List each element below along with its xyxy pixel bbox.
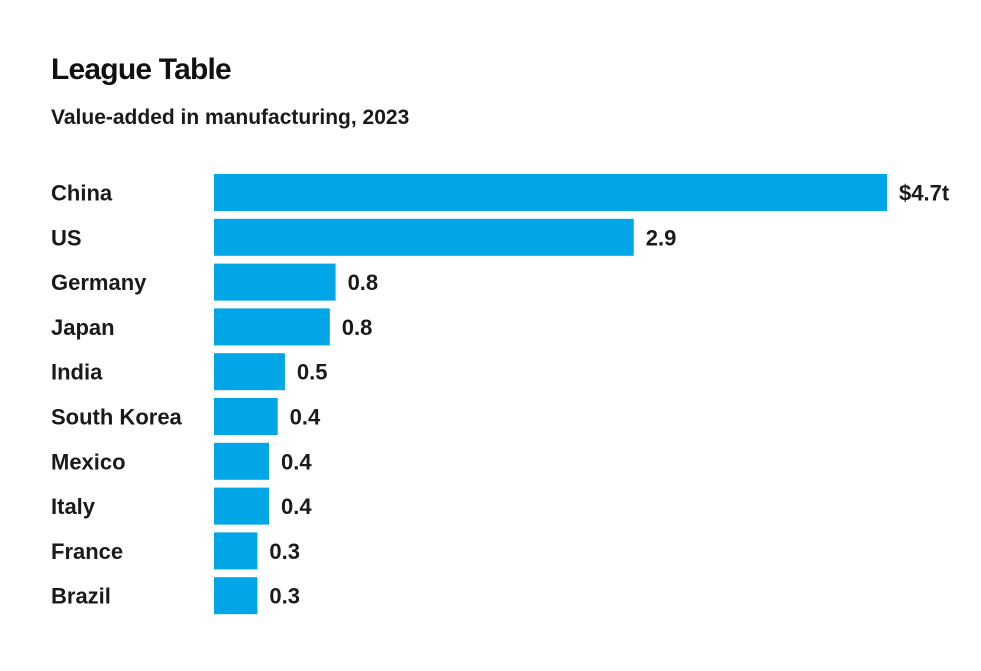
value-label: 0.4 <box>281 449 312 474</box>
bar <box>214 353 285 391</box>
category-label: Japan <box>51 315 115 340</box>
category-label: Brazil <box>51 584 111 609</box>
value-label: $4.7t <box>899 181 950 206</box>
bar <box>214 577 258 615</box>
category-label: South Korea <box>51 405 183 430</box>
category-label: US <box>51 225 82 250</box>
category-label: China <box>51 181 113 206</box>
category-label: Italy <box>51 494 96 519</box>
bar <box>214 532 258 570</box>
bar <box>214 263 336 301</box>
category-label: Germany <box>51 270 147 295</box>
value-label: 2.9 <box>646 225 677 250</box>
value-label: 0.4 <box>290 405 321 430</box>
value-label: 0.5 <box>297 360 328 385</box>
bar <box>214 308 330 346</box>
category-label: France <box>51 539 123 564</box>
bar <box>214 487 269 525</box>
value-label: 0.8 <box>342 315 373 340</box>
value-label: 0.4 <box>281 494 312 519</box>
value-label: 0.3 <box>269 539 300 564</box>
value-label: 0.3 <box>269 584 300 609</box>
bar <box>214 442 269 480</box>
chart-title: League Table <box>51 53 232 86</box>
category-label: Mexico <box>51 449 126 474</box>
value-label: 0.8 <box>348 270 379 295</box>
category-label: India <box>51 360 103 385</box>
bar <box>214 218 634 256</box>
chart-subtitle: Value-added in manufacturing, 2023 <box>51 106 410 129</box>
bar <box>214 174 887 211</box>
bar <box>214 398 278 435</box>
